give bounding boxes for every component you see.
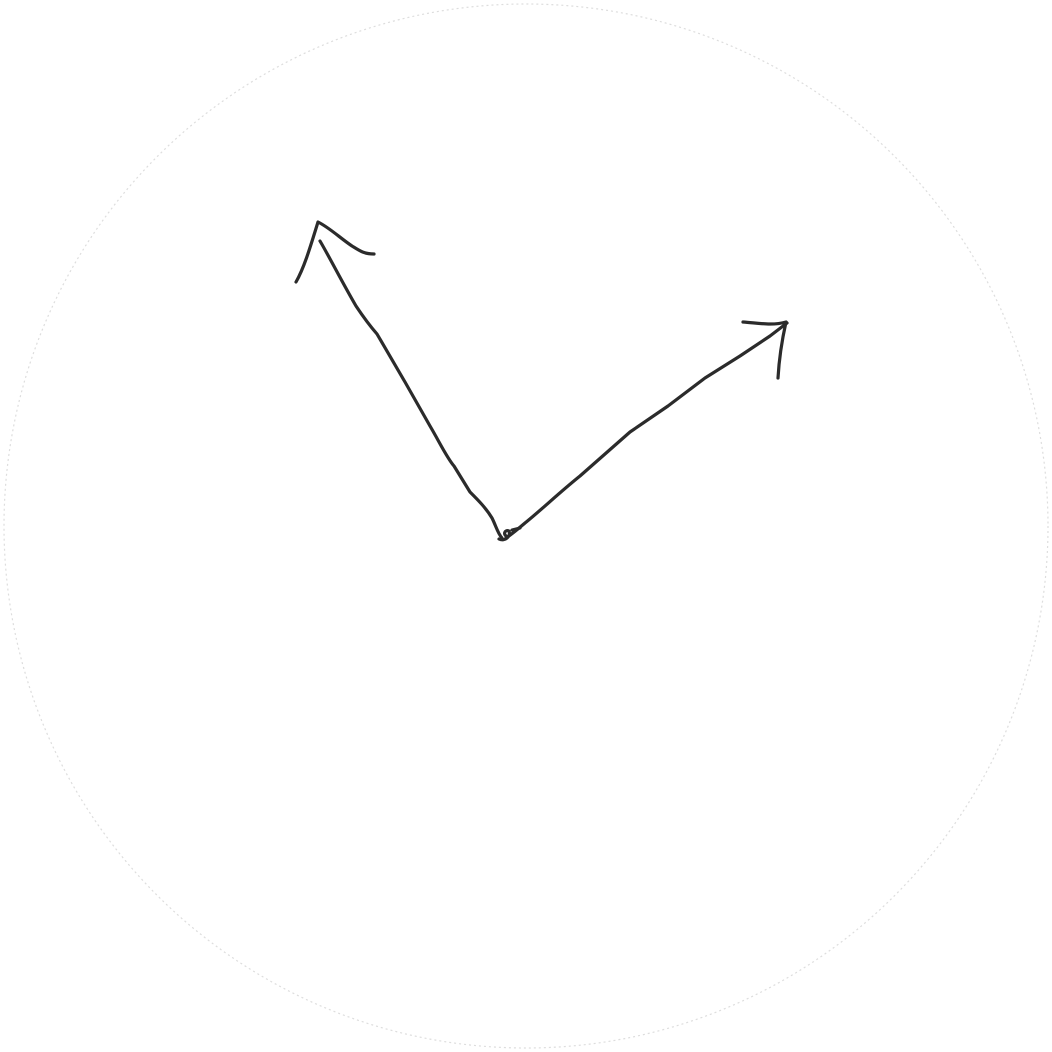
clock-hand-left (318, 239, 504, 540)
clock-hand-right (504, 321, 789, 540)
clock-hands-pivot (497, 526, 522, 542)
arrowhead-left (294, 220, 376, 284)
arrowhead-right (741, 320, 788, 380)
clock-face-outline (3, 3, 1049, 1049)
